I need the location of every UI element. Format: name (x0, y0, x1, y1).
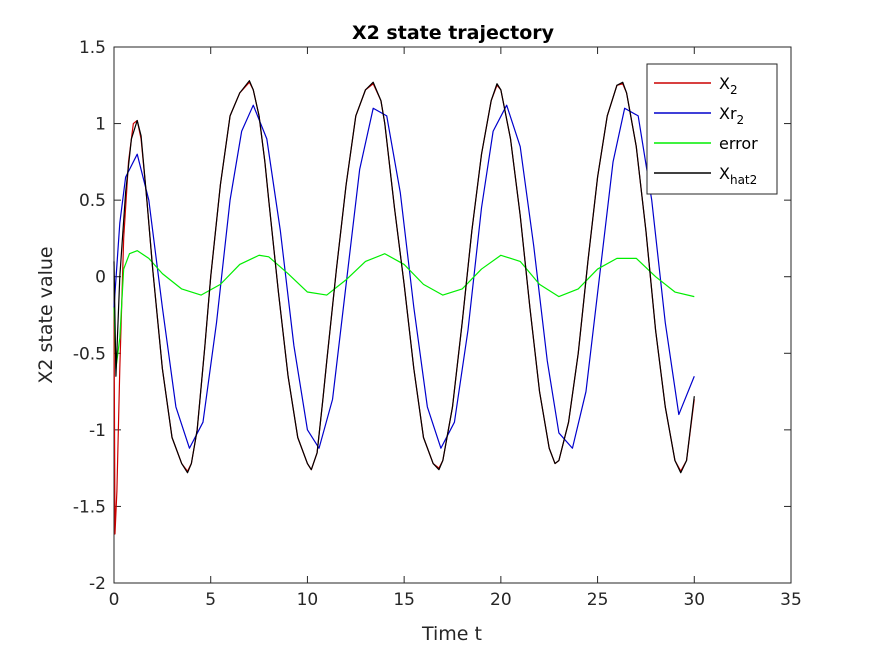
x-tick-label: 0 (109, 590, 120, 610)
x-tick-label: 25 (587, 590, 609, 610)
legend-label-subscript: 2 (730, 83, 738, 97)
y-tick-label: -0.5 (73, 344, 106, 364)
ticks: 0 5 10 15 20 25 30 35 -2 -1.5 -1 -0.5 0 0.5 1 1.5 (73, 38, 802, 610)
legend-label-main: X (719, 74, 730, 93)
legend-label: Xr2 (719, 104, 744, 127)
series-line-x-hat2 (113, 80, 695, 474)
y-tick-label: -1 (89, 421, 106, 441)
legend-label: Xhat2 (719, 164, 757, 187)
series-layer (113, 80, 695, 535)
x-tick-label: 15 (393, 590, 415, 610)
legend-label-main: X (719, 164, 730, 183)
legend-label-main: Xr (719, 104, 737, 123)
x-tick-label: 10 (297, 590, 319, 610)
y-tick-label: 1 (95, 115, 106, 135)
x-tick-label: 35 (780, 590, 802, 610)
y-tick-label: 0 (95, 268, 106, 288)
y-axis-label: X2 state value (35, 246, 57, 383)
legend-label-subscript: hat2 (730, 173, 757, 187)
legend-label: error (719, 134, 758, 153)
legend-label-subscript: 2 (737, 113, 745, 127)
x-axis-label: Time t (421, 623, 482, 645)
x-tick-label: 30 (683, 590, 705, 610)
series-line-error (113, 250, 695, 370)
x-tick-label: 20 (490, 590, 512, 610)
y-tick-label: 0.5 (79, 191, 106, 211)
chart-title: X2 state trajectory (352, 22, 555, 44)
y-tick-label: -1.5 (73, 497, 106, 517)
x-tick-label: 5 (205, 590, 216, 610)
legend-label: X2 (719, 74, 738, 97)
y-tick-label: 1.5 (79, 38, 106, 58)
y-tick-label: -2 (89, 574, 106, 594)
legend-label-main: error (719, 134, 758, 153)
